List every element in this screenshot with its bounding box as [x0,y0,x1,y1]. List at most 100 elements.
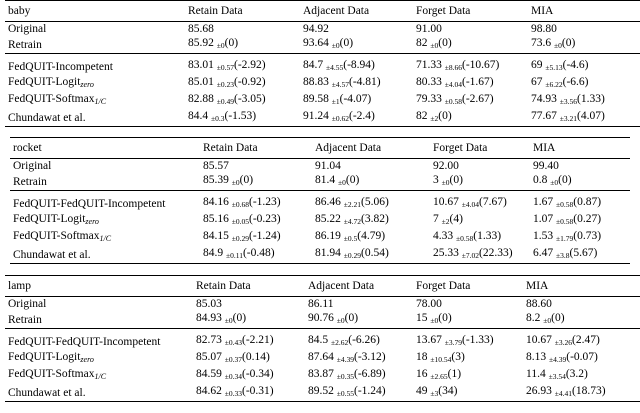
value: 8.2 [526,312,541,324]
diff: (0) [344,312,359,324]
column-header: Retain Data [185,0,300,22]
value: 84.4 [188,110,209,122]
value-cell: 83.87 ±0.35(-6.89) [305,367,413,384]
diff: (-1.24) [354,385,386,397]
value: 89.52 [308,385,334,397]
value-cell: 86.46 ±2.21(5.06) [312,191,430,213]
value: 91.04 [315,160,341,172]
std: ±2.65 [430,372,448,381]
std: ±1.79 [556,234,574,243]
diff: (-6.26) [348,334,380,346]
method-cell: FedQUIT-Incompetent [5,54,185,76]
diff: (22.33) [479,247,513,259]
method-cell: FedQUIT-Logitzero [5,350,193,367]
method-name: FedQUIT-Softmax [8,368,95,380]
diff: (-6.6) [562,76,589,88]
column-header: MIA [528,0,640,22]
value-cell: 85.07 ±0.37(0.14) [193,350,305,367]
diff: (-0.48) [242,247,275,259]
std: ±2 [441,217,450,226]
value-cell: 77.67 ±3.21(4.07) [528,109,640,127]
std: ±0 [216,41,225,50]
value-cell: 49 ±3(34) [413,384,523,402]
value: 91.00 [416,23,442,35]
value: 74.93 [531,93,557,105]
value: 98.80 [531,23,557,35]
value-cell: 86.11 [305,297,413,312]
diff: (-4.81) [349,76,381,88]
std: ±3.56 [559,97,577,106]
std: ±6.22 [545,80,563,89]
table-row: Chundawat et al. 84.62 ±0.33(-0.31) 89.52 … [5,384,640,402]
table-row: Retrain 84.93 ±0(0) 90.76 ±0(0) 15 ±0(0) 8.2… [5,311,640,329]
diff: (0) [345,174,360,186]
diff: (-1.24) [249,230,281,242]
value-cell: 85.68 [185,22,300,37]
value: 85.22 [315,213,341,225]
column-header: Adjacent Data [305,275,413,297]
value: 8.13 [526,351,547,363]
column-header: Retain Data [200,137,312,159]
value-cell: 81.94 ±0.29(0.54) [312,246,430,264]
method-subscript: 1/C [99,234,112,243]
table-row: Retrain 85.39 ±0(0) 81.4 ±0(0) 3 ±0(0) 0.8 ±… [10,173,630,191]
method-subscript: zero [80,80,94,89]
value-cell: 73.6 ±0(0) [528,36,640,54]
diff: (-1.53) [224,110,257,122]
std: ±0.62 [331,114,349,123]
method-cell: FedQUIT-Softmax1/C [10,229,200,246]
results-table: lamp Retain Data Adjacent Data Forget Data M… [5,275,640,402]
method-name: Original [8,23,47,35]
value: 84.5 [308,334,329,346]
value: 1.67 [533,196,554,208]
column-header: Retain Data [193,275,305,297]
diff: (0) [438,37,452,49]
method-name: FedQUIT-Incompetent [8,60,113,73]
header-row: lamp Retain Data Adjacent Data Forget Data M… [5,275,640,297]
header-row: baby Retain Data Adjacent Data Forget Data M… [5,0,640,22]
value: 82 [416,37,428,49]
value-cell: 89.52 ±0.55(-1.24) [305,384,413,402]
value-cell: 85.39 ±0(0) [200,173,312,191]
diff: (0) [449,174,463,186]
table-row: Original 85.03 86.11 78.00 88.60 [5,297,640,312]
method-name: FedQUIT-Softmax [13,230,100,242]
value: 25.33 [433,247,459,259]
value-cell: 91.00 [413,22,528,37]
value-cell: 80.33 ±4.04(-1.67) [413,75,528,92]
value-cell: 26.93 ±4.41(18.73) [523,384,640,402]
value: 85.16 [203,213,229,225]
method-name: Original [8,298,47,310]
diff: (-0.92) [234,76,266,88]
value-cell: 15 ±0(0) [413,311,523,329]
std: ±2.21 [343,200,361,209]
method-name: FedQUIT-Logit [8,351,81,363]
dataset-label: baby [5,0,185,22]
std: ±3 [430,389,439,398]
table-row: Retrain 85.92 ±0(0) 93.64 ±0(0) 82 ±0(0) 73.… [5,36,640,54]
value-cell: 6.47 ±3.8(5.67) [530,246,630,264]
method-name: Retrain [8,313,42,326]
table-row: FedQUIT-Logitzero 85.16 ±0.05(-0.23) 85.22… [10,212,630,229]
value: 15 [416,312,428,324]
std: ±0 [430,316,439,325]
column-header: MIA [530,137,630,159]
value-cell: 3 ±0(0) [430,173,530,191]
value-cell: 86.19 ±0.5(4.79) [312,229,430,246]
diff: (0.14) [242,351,270,363]
std: ±0.33 [224,389,242,398]
method-cell: Original [5,297,193,312]
diff: (-1.23) [249,196,281,208]
value: 80.33 [416,76,442,88]
std: ±0.34 [224,372,242,381]
value: 81.4 [315,174,336,186]
value: 86.11 [308,298,334,310]
value-cell: 82 ±2(0) [413,109,528,127]
value: 85.57 [203,160,229,172]
value-cell: 74.93 ±3.56(1.33) [528,92,640,109]
std: ±4.39 [336,355,354,364]
value-cell: 85.57 [200,159,312,174]
value-cell: 8.13 ±4.39(-0.07) [523,350,640,367]
std: ±0.49 [216,97,234,106]
method-cell: Retrain [5,36,185,54]
